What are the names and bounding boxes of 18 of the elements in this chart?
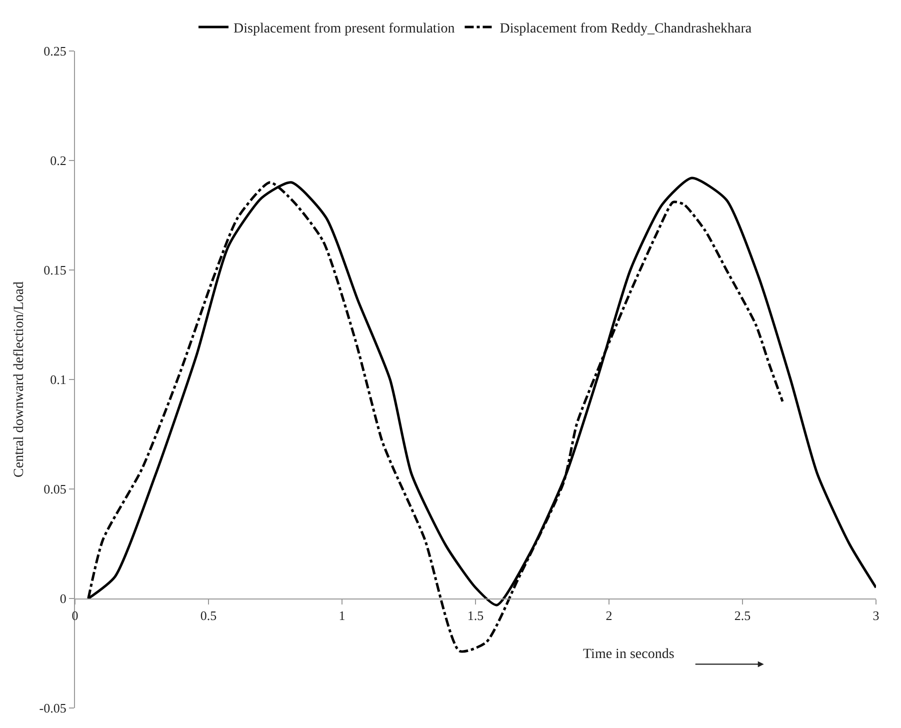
y-tick-label: 0 [60,591,66,606]
y-tick-label: 0.2 [50,153,66,168]
y-tick-label: 0.05 [44,482,66,497]
legend-label: Displacement from Reddy_Chandrashekhara [500,21,752,36]
y-tick-label: 0.1 [50,372,66,388]
x-tick-label: 2.5 [734,608,751,624]
y-tick-label: 0.15 [44,262,66,278]
x-tick-label: 1 [338,608,346,624]
x-axis-title: Time in seconds [583,647,674,662]
y-tick-label: -0.05 [39,700,66,716]
x-tick-label: 1.5 [467,608,484,624]
y-axis-title: Central downward deflection/Load [12,282,27,478]
x-tick-label: 3 [872,608,880,624]
x-tick-label: 2 [606,608,612,624]
x-tick-label: 0 [72,608,78,624]
y-tick-label: 0.25 [44,44,66,59]
legend-label: Displacement from present formulation [234,21,455,36]
x-tick-label: 0.5 [200,608,217,624]
